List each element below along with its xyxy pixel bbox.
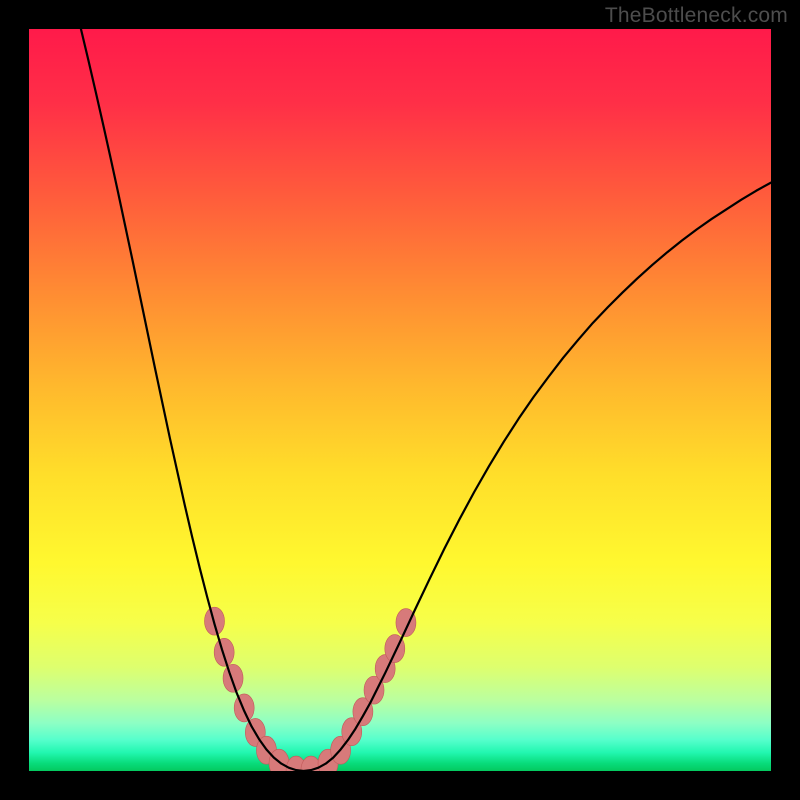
plot-area bbox=[29, 29, 771, 771]
data-marker bbox=[214, 638, 234, 666]
data-marker bbox=[234, 694, 254, 722]
data-marker bbox=[223, 664, 243, 692]
chart-svg bbox=[29, 29, 771, 771]
watermark-text: TheBottleneck.com bbox=[605, 4, 788, 28]
